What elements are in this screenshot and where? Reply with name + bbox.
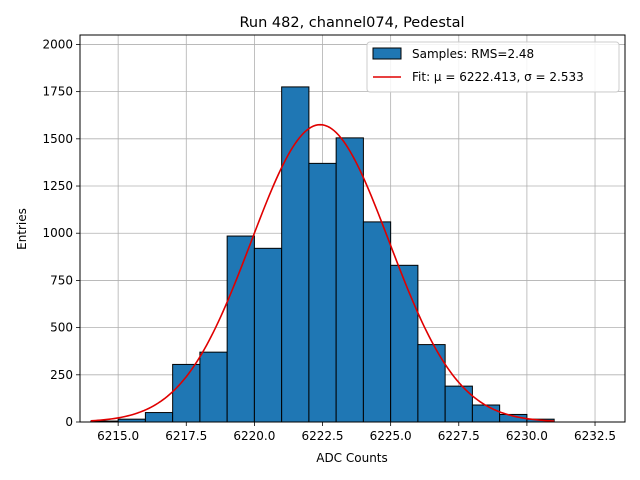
histogram-bars [90, 86, 555, 423]
x-axis-label: ADC Counts [316, 451, 388, 465]
legend: Samples: RMS=2.48 Fit: μ = 6222.413, σ =… [366, 41, 620, 93]
legend-box [366, 41, 620, 93]
histogram-bar [199, 351, 228, 423]
histogram-bar [226, 235, 255, 423]
x-tick-label: 6232.5 [574, 429, 616, 443]
y-tick-label: 0 [65, 415, 73, 429]
histogram-bar [308, 162, 337, 423]
y-axis-ticks: 0 250 500 750 1000 1250 1500 1750 2000 [42, 37, 80, 429]
histogram-bar [281, 86, 310, 423]
x-tick-label: 6225.0 [370, 429, 412, 443]
histogram-bar [144, 412, 174, 423]
histogram-bar [417, 344, 446, 423]
x-tick-label: 6230.0 [506, 429, 548, 443]
histogram-bar [471, 404, 501, 423]
fit-curve-layer [90, 123, 555, 422]
legend-label-samples: Samples: RMS=2.48 [412, 47, 534, 61]
histogram-bar [362, 221, 392, 423]
gaussian-fit-curve [90, 123, 555, 422]
axes-frame [79, 34, 626, 423]
y-tick-label: 1000 [42, 226, 73, 240]
y-axis-label: Entries [15, 208, 29, 250]
chart-title: Run 482, channel074, Pedestal [239, 15, 464, 31]
x-tick-label: 6220.0 [233, 429, 275, 443]
y-tick-label: 500 [50, 321, 73, 335]
x-tick-label: 6222.5 [302, 429, 344, 443]
y-tick-label: 1250 [42, 179, 73, 193]
x-axis-ticks: 6215.0 6217.5 6220.0 6222.5 6225.0 6227.5 6230… [97, 422, 616, 443]
y-tick-label: 750 [50, 273, 73, 287]
y-tick-label: 250 [50, 368, 73, 382]
y-tick-label: 1750 [42, 85, 73, 99]
y-tick-label: 2000 [42, 37, 73, 51]
histogram-bar [253, 247, 283, 423]
histogram-bar [390, 264, 419, 423]
y-tick-label: 1500 [42, 132, 73, 146]
legend-label-fit: Fit: μ = 6222.413, σ = 2.533 [412, 70, 584, 84]
x-tick-label: 6217.5 [165, 429, 207, 443]
legend-swatch-samples [372, 47, 402, 60]
histogram-bar [335, 137, 364, 423]
x-tick-label: 6215.0 [97, 429, 139, 443]
histogram-bar [172, 363, 201, 423]
x-tick-label: 6227.5 [438, 429, 480, 443]
